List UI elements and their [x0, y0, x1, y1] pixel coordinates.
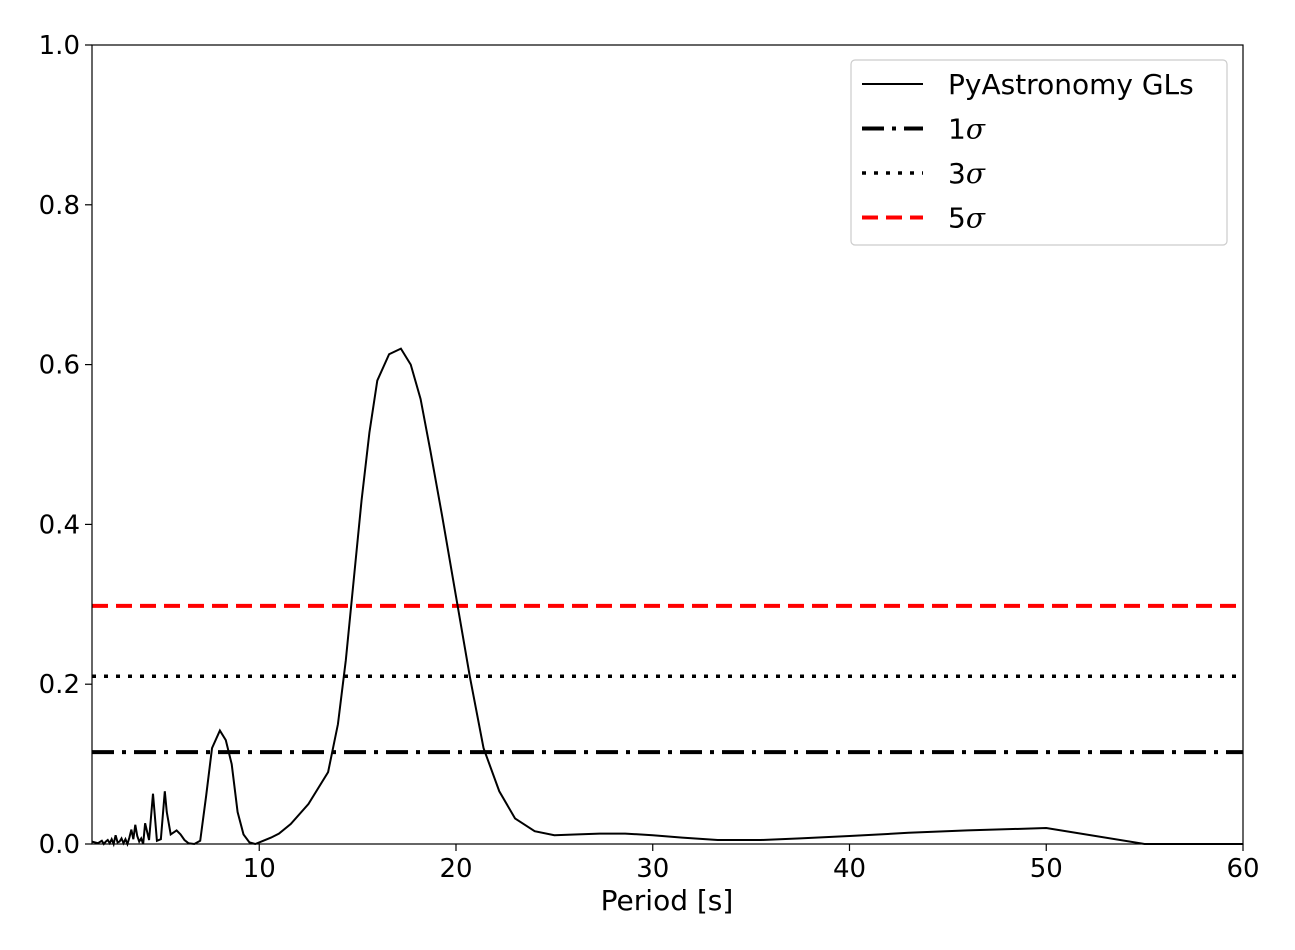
y-tick-label: 0.8 [39, 191, 80, 221]
legend-label: 5σ [948, 202, 986, 235]
legend: PyAstronomy GLs 1σ 3σ 5σ [850, 59, 1228, 246]
legend-label: 1σ [948, 113, 986, 146]
y-tick-label: 0.4 [39, 510, 80, 540]
y-tick-label: 0.6 [39, 351, 80, 381]
y-tick-label: 1.0 [39, 31, 80, 61]
x-tick-label: 50 [1030, 854, 1063, 884]
x-axis: 10 20 30 40 50 60 [243, 844, 1260, 884]
x-tick-label: 40 [833, 854, 866, 884]
x-tick-label: 10 [243, 854, 276, 884]
y-tick-label: 0.0 [39, 830, 80, 860]
x-tick-label: 30 [636, 854, 669, 884]
legend-label: 3σ [948, 157, 986, 190]
x-tick-label: 20 [439, 854, 472, 884]
y-tick-label: 0.2 [39, 670, 80, 700]
x-axis-label: Period [s] [601, 884, 734, 917]
legend-label: PyAstronomy GLs [948, 68, 1194, 101]
y-axis: 0.0 0.2 0.4 0.6 0.8 1.0 [39, 31, 92, 860]
plot-frame [91, 44, 1244, 845]
legend-box [850, 59, 1228, 246]
x-tick-label: 60 [1226, 854, 1259, 884]
series-line-pyastronomy-gls [91, 347, 1243, 848]
